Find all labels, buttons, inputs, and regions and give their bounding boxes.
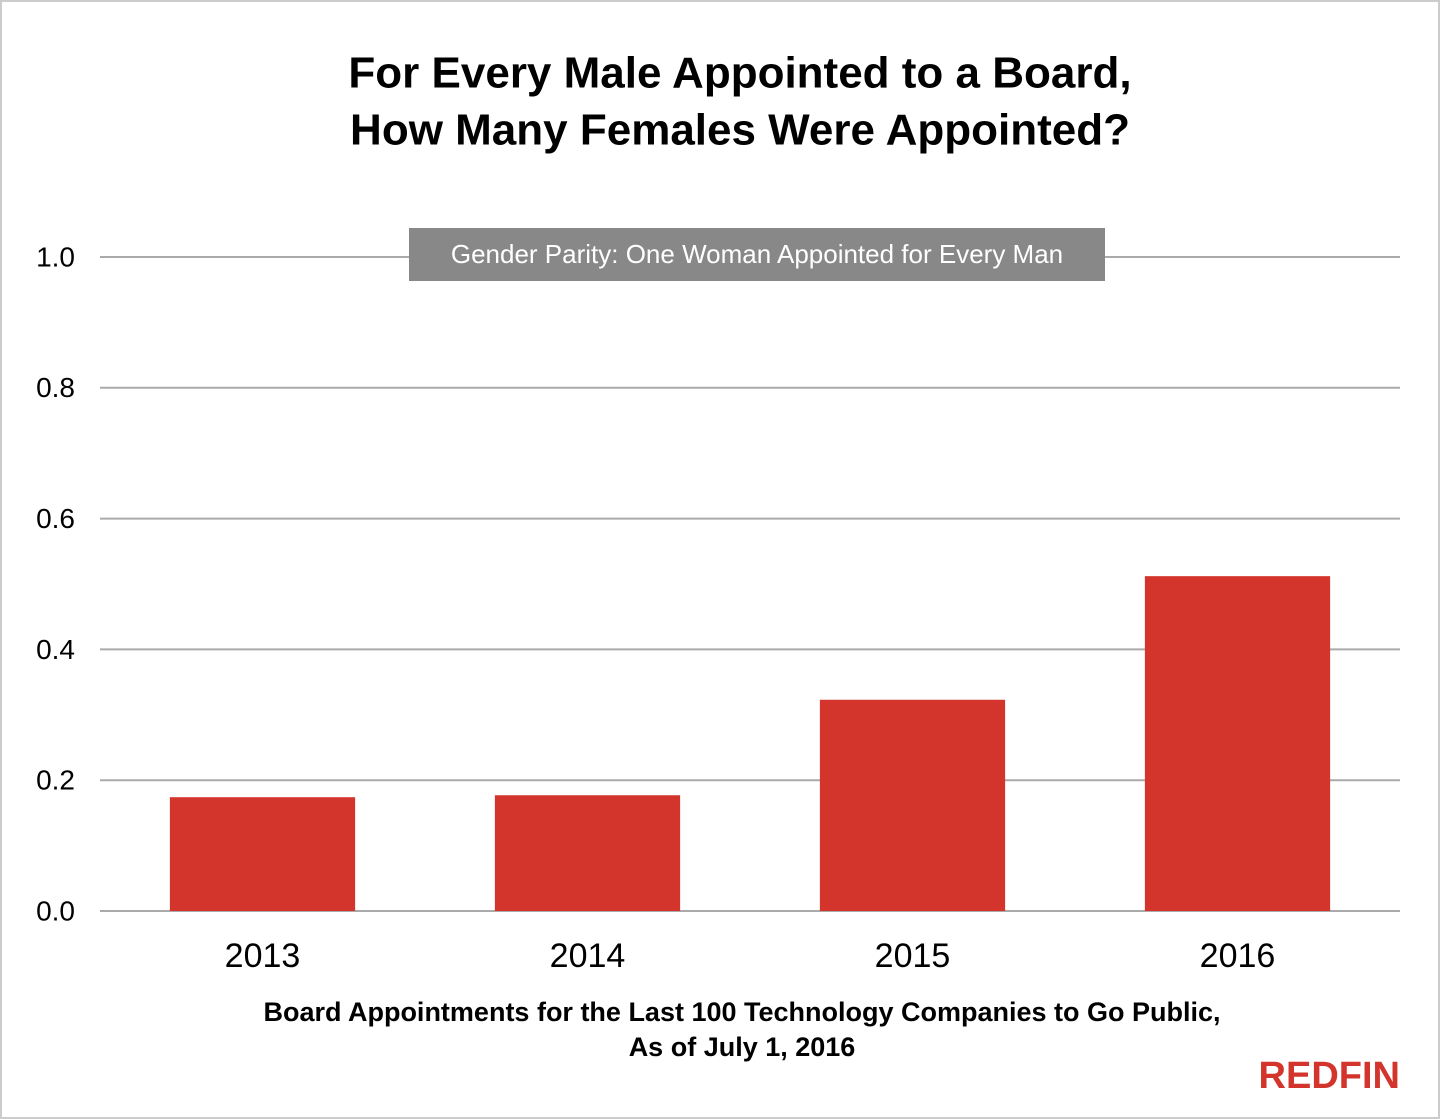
- bar: [494, 795, 681, 911]
- y-tick-label: 0.4: [36, 634, 75, 665]
- y-tick-label: 0.0: [36, 895, 75, 926]
- annotation-box: [409, 228, 1105, 281]
- x-tick-label: 2016: [1200, 937, 1276, 975]
- chart-title: For Every Male Appointed to a Board,: [348, 49, 1131, 98]
- y-tick-label: 1.0: [36, 241, 75, 272]
- y-tick-label: 0.8: [36, 372, 75, 403]
- annotation: Gender Parity: One Woman Appointed for E…: [451, 239, 1063, 269]
- bar: [819, 699, 1006, 911]
- x-tick-label: 2015: [875, 937, 951, 975]
- bar: [1144, 576, 1331, 911]
- x-tick-label: 2013: [225, 937, 301, 975]
- x-axis-label: As of July 1, 2016: [629, 1032, 856, 1062]
- y-tick-label: 0.2: [36, 765, 75, 796]
- x-tick-label: 2014: [550, 937, 626, 975]
- chart-title: How Many Females Were Appointed?: [350, 106, 1130, 155]
- y-tick-label: 0.6: [36, 503, 75, 534]
- x-axis-label: Board Appointments for the Last 100 Tech…: [263, 997, 1220, 1027]
- logo: REDFIN: [1259, 1055, 1400, 1097]
- bar: [169, 797, 356, 911]
